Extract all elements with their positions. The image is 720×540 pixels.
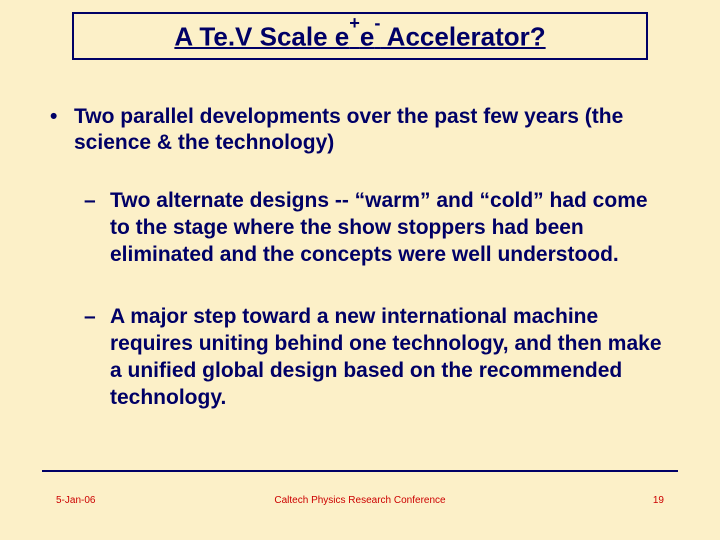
main-bullet-pre: Two parallel developments over the past … xyxy=(74,105,623,154)
title-box: A Te.V Scale e+e- Accelerator? xyxy=(72,12,648,60)
sub-bullet-1-text: Two alternate designs -- “warm” and “col… xyxy=(110,188,670,269)
bullet-dot: • xyxy=(50,104,74,157)
main-bullet-tech: the technology xyxy=(178,131,327,154)
sub-bullet-1: – Two alternate designs -- “warm” and “c… xyxy=(84,188,670,269)
bullet-dash: – xyxy=(84,304,110,412)
sub-bullet-2-text: A major step toward a new international … xyxy=(110,304,670,412)
title-sup-plus: + xyxy=(349,13,360,33)
main-bullet: • Two parallel developments over the pas… xyxy=(50,104,670,157)
title-prefix: A Te.V Scale e xyxy=(174,21,349,51)
footer-page-number: 19 xyxy=(653,495,664,506)
bullet-dash: – xyxy=(84,188,110,269)
main-bullet-post: ) xyxy=(327,131,334,154)
footer-conference: Caltech Physics Research Conference xyxy=(0,495,720,506)
sub-bullet-2: – A major step toward a new internationa… xyxy=(84,304,670,412)
title-mid: e xyxy=(360,21,374,51)
title-sup-minus: - xyxy=(374,13,380,33)
title-suffix: Accelerator? xyxy=(380,21,545,51)
main-bullet-text: Two parallel developments over the past … xyxy=(74,104,670,157)
slide-title: A Te.V Scale e+e- Accelerator? xyxy=(174,20,545,53)
footer-rule xyxy=(42,470,678,472)
